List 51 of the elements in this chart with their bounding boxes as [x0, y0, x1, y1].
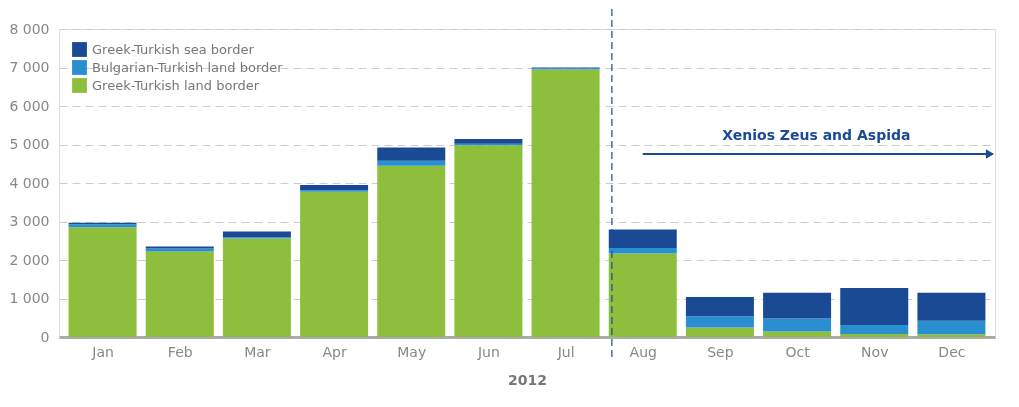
bar — [454, 139, 523, 144]
bar — [685, 327, 754, 337]
bar — [840, 325, 909, 334]
y-tick-label: 4 000 — [9, 174, 50, 191]
bar — [840, 333, 909, 337]
y-tick-label: 5 000 — [9, 136, 50, 152]
x-tick-label: Jul — [556, 343, 575, 360]
y-tick-label: 1 000 — [9, 290, 50, 306]
x-tick-label: Aug — [629, 343, 657, 360]
legend-label: Bulgarian-Turkish land border — [92, 59, 284, 75]
bar — [608, 253, 677, 337]
x-tick-label: Dec — [938, 343, 966, 360]
bar — [917, 320, 986, 335]
x-tick-label: Oct — [785, 343, 811, 360]
y-tick-label: 3 000 — [9, 213, 50, 229]
bar — [377, 160, 446, 166]
x-axis-title: 2012 — [508, 371, 547, 388]
x-tick-label: Feb — [167, 343, 193, 360]
x-tick-label: Jan — [91, 343, 114, 360]
bar — [68, 227, 137, 337]
annotation: Xenios Zeus and Aspida — [722, 127, 911, 143]
bar — [763, 318, 832, 332]
bar — [763, 331, 832, 337]
bar — [300, 191, 369, 337]
y-tick-label: 6 000 — [9, 97, 50, 114]
y-tick-label: 7 000 — [9, 59, 50, 75]
x-tick-label: Mar — [244, 343, 271, 360]
bar — [222, 238, 291, 337]
bar — [145, 251, 214, 337]
bar — [685, 296, 754, 317]
legend-label: Greek-Turkish sea border — [92, 41, 255, 57]
x-tick-label: Sep — [707, 343, 734, 360]
y-tick-label: 0 — [40, 328, 50, 345]
y-tick-label: 8 000 — [9, 20, 50, 37]
y-tick-label: 2 000 — [9, 251, 50, 268]
bar — [917, 334, 986, 337]
bar — [300, 184, 369, 191]
bar — [531, 69, 600, 337]
legend-label: Greek-Turkish land border — [92, 77, 260, 93]
bar — [454, 145, 523, 337]
x-tick-label: Nov — [861, 343, 889, 360]
x-tick-label: Jun — [476, 343, 500, 360]
bar — [763, 292, 832, 319]
bar — [377, 165, 446, 337]
bar — [840, 288, 909, 326]
bar — [377, 147, 446, 161]
bar — [608, 248, 677, 254]
bar — [685, 316, 754, 328]
bar — [917, 292, 986, 321]
x-tick-label: May — [397, 343, 427, 360]
x-tick-label: Apr — [322, 343, 347, 360]
